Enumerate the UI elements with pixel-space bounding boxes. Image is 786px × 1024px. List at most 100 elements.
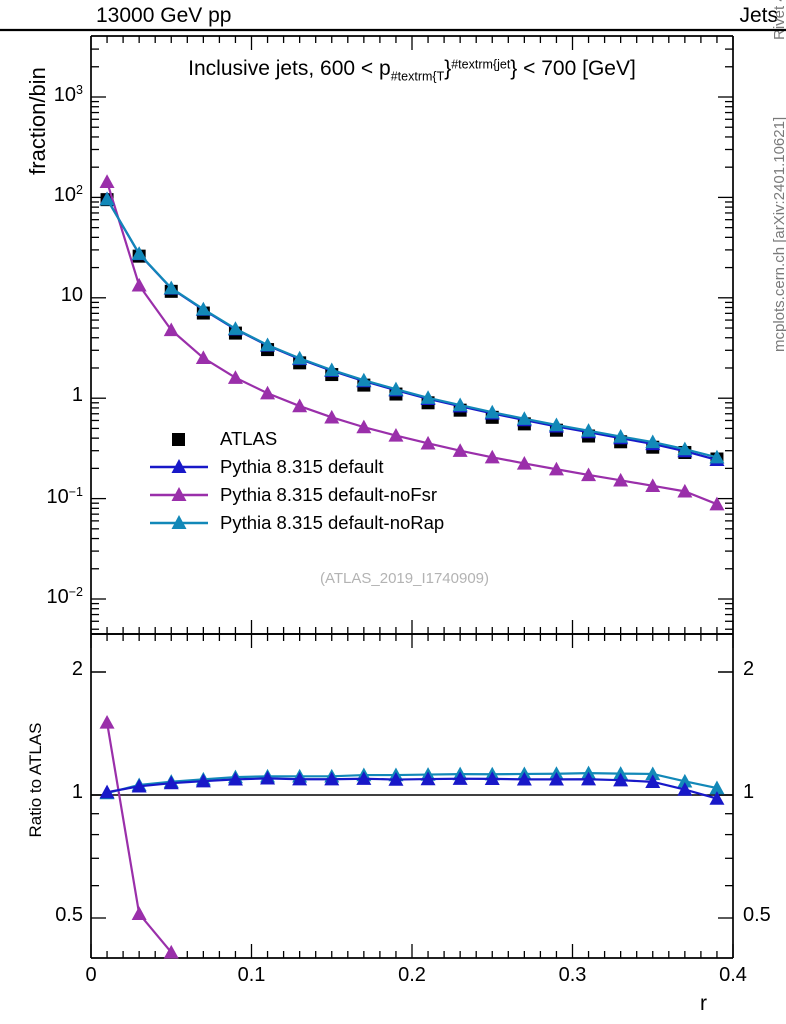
data-marker-triangle	[388, 428, 404, 442]
data-marker-triangle	[131, 246, 147, 260]
data-marker-triangle	[163, 322, 179, 337]
data-marker-triangle	[677, 483, 693, 498]
data-marker-triangle	[163, 944, 179, 959]
data-marker-triangle	[324, 409, 340, 424]
y-tick-label-ratio-right-1: 1	[743, 781, 755, 803]
data-marker-triangle	[260, 770, 276, 785]
data-marker-triangle	[677, 782, 693, 796]
data-marker-triangle	[677, 441, 693, 456]
ratio-series-nofsr	[99, 714, 179, 959]
data-marker-triangle	[452, 443, 468, 457]
data-marker-triangle	[516, 455, 532, 470]
data-marker-triangle	[324, 362, 340, 377]
title-brace-2: }	[510, 57, 518, 80]
data-marker-triangle	[452, 397, 468, 412]
y-tick-label-main-1: 102	[53, 183, 83, 207]
data-marker-triangle	[292, 398, 308, 413]
y-tick-label-main-4: 10−1	[46, 484, 83, 508]
series-0	[100, 193, 724, 466]
data-marker-triangle	[227, 321, 243, 335]
data-marker-triangle	[388, 381, 404, 396]
y-tick-label-main-0: 103	[53, 83, 83, 106]
data-marker-triangle	[227, 370, 243, 384]
data-marker-triangle	[356, 419, 372, 434]
data-marker-triangle	[324, 771, 340, 786]
data-marker-triangle	[195, 350, 211, 365]
data-marker-triangle	[581, 771, 597, 786]
data-marker-triangle	[613, 472, 629, 487]
legend-key-default	[148, 455, 210, 479]
legend-key-nofsr	[148, 483, 210, 507]
series-3	[99, 191, 725, 464]
series-line	[106, 777, 718, 800]
data-marker-triangle	[260, 337, 276, 352]
legend-item-atlas[interactable]: ATLAS	[148, 425, 444, 453]
panel-title: Inclusive jets, 600 < p#textrm{T}#textrm…	[91, 57, 733, 84]
legend-item-norap[interactable]: Pythia 8.315 default-noRap	[148, 509, 444, 537]
title-brace-1: }	[444, 57, 452, 80]
legend-key-atlas	[148, 427, 210, 451]
data-marker-triangle	[356, 372, 372, 387]
data-marker-triangle	[709, 496, 725, 511]
series-1	[99, 191, 725, 467]
title-prefix: Inclusive jets, 600 < p	[188, 57, 391, 80]
ratio-series-layer	[99, 714, 725, 959]
data-marker-triangle	[195, 301, 211, 316]
title-subscript: #textrm{T	[390, 69, 445, 84]
legend-item-default[interactable]: Pythia 8.315 default	[148, 453, 444, 481]
y-tick-label-ratio-right-2: 0.5	[743, 904, 771, 926]
series-line	[106, 198, 718, 461]
y-tick-label-ratio-0: 2	[71, 658, 83, 680]
data-marker-triangle	[645, 478, 661, 492]
data-marker-triangle	[613, 429, 629, 443]
x-tick-label-3: 0.3	[558, 964, 587, 986]
x-tick-label-0: 0	[85, 964, 97, 986]
x-tick-label-4: 0.4	[719, 964, 747, 986]
axes-layer	[0, 28, 786, 959]
legend-item-nofsr[interactable]: Pythia 8.315 default-noFsr	[148, 481, 444, 509]
data-marker-triangle	[645, 766, 661, 781]
data-marker-triangle	[163, 280, 179, 295]
data-marker-triangle	[388, 772, 404, 786]
analysis-id-watermark: (ATLAS_2019_I1740909)	[320, 570, 490, 587]
y-tick-label-ratio-right-0: 2	[743, 658, 755, 680]
data-marker-triangle	[99, 174, 115, 188]
data-marker-triangle	[227, 771, 243, 786]
data-marker-triangle	[516, 411, 532, 425]
legend: ATLAS Pythia 8.315 default Pythia 8.315 …	[148, 425, 444, 537]
data-marker-triangle	[581, 423, 597, 437]
data-marker-triangle	[163, 775, 179, 790]
y-tick-label-main-3: 1	[71, 384, 83, 407]
data-marker-triangle	[613, 772, 629, 787]
data-marker-triangle	[99, 784, 115, 799]
data-marker-triangle	[677, 773, 693, 788]
y-tick-label-ratio-2: 0.5	[55, 904, 83, 926]
series-line	[106, 198, 718, 459]
legend-label-atlas: ATLAS	[220, 428, 278, 449]
data-marker-triangle	[131, 906, 147, 920]
data-marker-triangle	[709, 780, 725, 795]
data-marker-triangle	[420, 435, 436, 450]
data-marker-triangle	[709, 791, 725, 805]
ratio-series-default	[99, 770, 725, 805]
data-marker-triangle	[484, 449, 500, 464]
data-marker-triangle	[356, 771, 372, 785]
data-marker-triangle	[548, 771, 564, 786]
y-tick-label-main-5: 10−2	[46, 585, 83, 608]
data-marker-triangle	[581, 467, 597, 482]
x-tick-label-2: 0.2	[398, 964, 426, 986]
legend-label-norap: Pythia 8.315 default-noRap	[220, 512, 445, 533]
data-marker-triangle	[484, 771, 500, 786]
y-tick-label-ratio-1: 1	[71, 781, 83, 803]
title-superscript: #textrm{jet	[451, 57, 511, 72]
data-marker-triangle	[195, 773, 211, 788]
legend-label-default: Pythia 8.315 default	[220, 456, 384, 477]
data-marker-triangle	[548, 417, 564, 432]
series-2	[99, 174, 725, 511]
header-category-label: Jets	[739, 4, 778, 27]
header-beam-label: 13000 GeV pp	[96, 4, 232, 27]
data-marker-triangle	[292, 350, 308, 365]
data-marker-triangle	[645, 774, 661, 788]
